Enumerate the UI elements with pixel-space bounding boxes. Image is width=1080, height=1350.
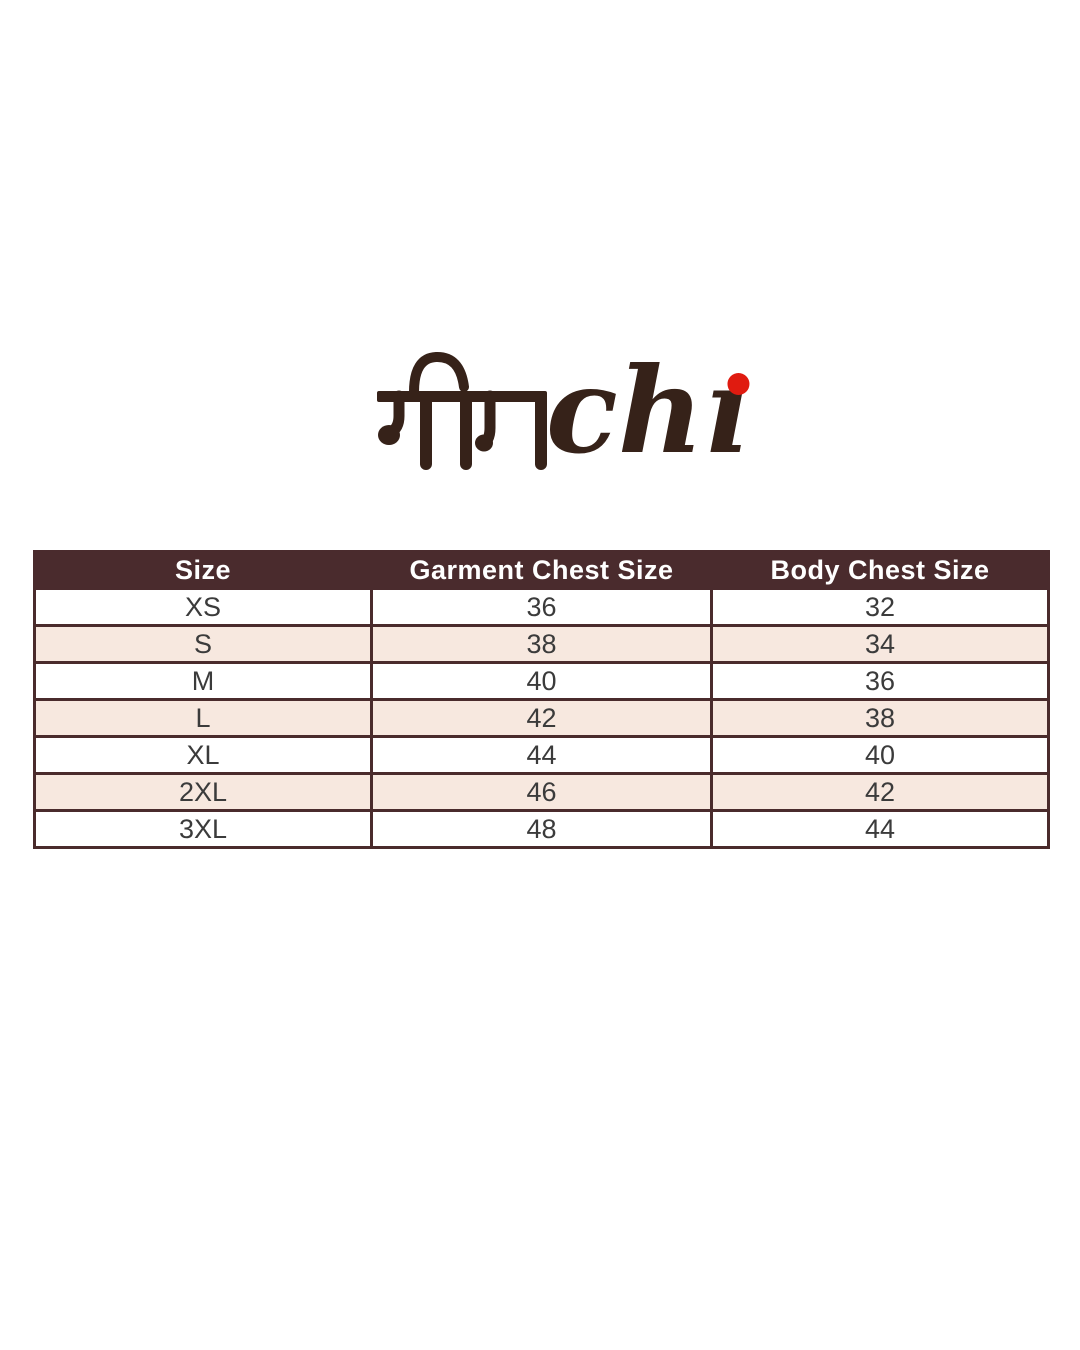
measurement-cell: 38 [370, 624, 713, 664]
column-header-body-chest: Body Chest Size [710, 550, 1050, 590]
measurement-cell: 32 [710, 587, 1050, 627]
table-row: XS 36 32 [33, 587, 1050, 627]
logo-red-dot-icon [727, 373, 750, 395]
measurement-cell: 34 [710, 624, 1050, 664]
measurement-cell: 36 [370, 587, 713, 627]
measurement-cell: 40 [710, 735, 1050, 775]
column-header-garment-chest: Garment Chest Size [370, 550, 713, 590]
brand-logo: chı [377, 341, 750, 480]
measurement-cell: 44 [370, 735, 713, 775]
measurement-cell: 48 [370, 809, 713, 849]
table-row: M 40 36 [33, 661, 1050, 701]
size-cell: L [33, 698, 373, 738]
table-row: XL 44 40 [33, 735, 1050, 775]
measurement-cell: 36 [710, 661, 1050, 701]
table-row: 3XL 48 44 [33, 809, 1050, 849]
size-cell: XS [33, 587, 373, 627]
table-header-row: Size Garment Chest Size Body Chest Size [33, 550, 1050, 590]
size-cell: S [33, 624, 373, 664]
logo-devanagari-meen [377, 352, 547, 470]
measurement-cell: 38 [710, 698, 1050, 738]
measurement-cell: 42 [370, 698, 713, 738]
measurement-cell: 42 [710, 772, 1050, 812]
logo-latin-text: chı [546, 341, 748, 480]
measurement-cell: 46 [370, 772, 713, 812]
size-cell: 2XL [33, 772, 373, 812]
table-row: 2XL 46 42 [33, 772, 1050, 812]
table-row: S 38 34 [33, 624, 1050, 664]
measurement-cell: 44 [710, 809, 1050, 849]
size-chart-table: Size Garment Chest Size Body Chest Size … [33, 550, 1050, 849]
table-row: L 42 38 [33, 698, 1050, 738]
column-header-size: Size [33, 550, 373, 590]
measurement-cell: 40 [370, 661, 713, 701]
table-body: XS 36 32 S 38 34 M 40 36 L 42 38 XL 44 40 2XL 46 42 3XL 48 4… [33, 587, 1050, 849]
size-cell: XL [33, 735, 373, 775]
size-cell: 3XL [33, 809, 373, 849]
size-cell: M [33, 661, 373, 701]
